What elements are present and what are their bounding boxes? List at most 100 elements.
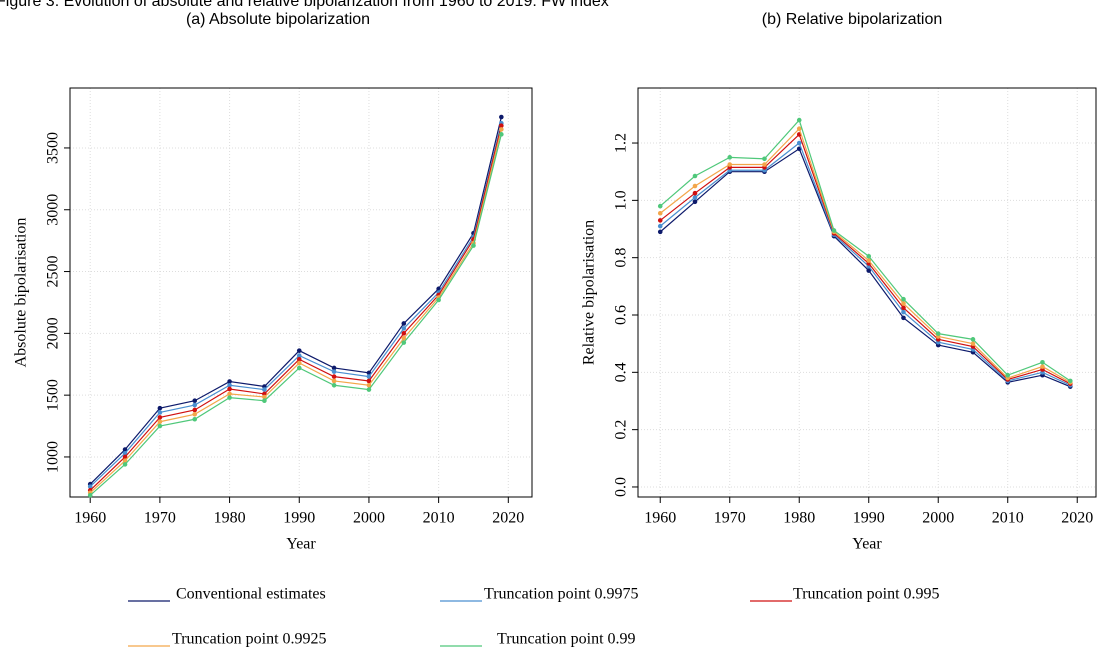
x-tick-label: 2020 bbox=[1061, 510, 1093, 527]
data-point bbox=[499, 132, 504, 137]
data-point bbox=[499, 127, 504, 132]
data-point bbox=[866, 253, 872, 259]
data-point bbox=[901, 309, 906, 315]
data-point bbox=[901, 301, 906, 306]
data-point bbox=[122, 447, 128, 452]
y-tick-label: 0.8 bbox=[613, 248, 630, 268]
data-point bbox=[192, 416, 198, 422]
data-point bbox=[331, 382, 337, 388]
data-point bbox=[657, 223, 663, 229]
data-point bbox=[401, 321, 407, 326]
data-point bbox=[331, 365, 337, 371]
data-point bbox=[366, 387, 372, 392]
data-point bbox=[796, 140, 802, 146]
data-point bbox=[401, 331, 407, 336]
x-tick-label: 2000 bbox=[922, 510, 954, 527]
data-point bbox=[901, 315, 906, 321]
y-tick-label: 0.2 bbox=[613, 420, 630, 440]
data-point bbox=[157, 415, 163, 420]
data-point bbox=[866, 258, 872, 263]
x-tick-label: 1960 bbox=[644, 510, 676, 527]
data-point bbox=[401, 335, 407, 341]
y-tick-label: 1500 bbox=[45, 379, 62, 411]
data-point bbox=[471, 243, 476, 248]
data-point bbox=[122, 454, 128, 460]
data-point bbox=[901, 305, 906, 311]
y-tick-label: 0.0 bbox=[613, 477, 630, 497]
data-point bbox=[262, 394, 267, 400]
y-tick-label: 3000 bbox=[45, 194, 62, 226]
data-point bbox=[296, 365, 302, 371]
data-point bbox=[262, 387, 267, 392]
x-tick-label: 2020 bbox=[492, 510, 524, 527]
data-point bbox=[1067, 378, 1073, 384]
data-point bbox=[692, 199, 698, 205]
data-point bbox=[935, 331, 941, 336]
data-point bbox=[970, 341, 976, 346]
series-line bbox=[659, 118, 1071, 382]
series-line bbox=[659, 133, 1071, 385]
data-point bbox=[122, 450, 128, 456]
data-point bbox=[227, 379, 232, 384]
data-point bbox=[157, 423, 163, 429]
data-point bbox=[401, 340, 407, 345]
data-point bbox=[157, 410, 163, 415]
x-tick-label: 1980 bbox=[214, 510, 246, 527]
x-tick-label: 1970 bbox=[714, 510, 746, 527]
data-point bbox=[296, 357, 302, 362]
data-point bbox=[192, 402, 198, 408]
data-point bbox=[692, 183, 698, 189]
data-point bbox=[727, 162, 733, 167]
x-tick-label: 2010 bbox=[992, 510, 1024, 527]
y-tick-label: 2000 bbox=[45, 317, 62, 349]
data-point bbox=[1005, 372, 1011, 378]
data-point bbox=[366, 378, 372, 384]
legend-label: Conventional estimates bbox=[176, 586, 326, 603]
data-point bbox=[296, 360, 302, 366]
data-point bbox=[796, 126, 802, 131]
x-tick-label: 1990 bbox=[853, 510, 885, 527]
y-tick-label: 0.4 bbox=[613, 362, 630, 382]
series-line bbox=[89, 129, 502, 494]
x-tick-label: 1960 bbox=[74, 510, 106, 527]
data-point bbox=[227, 391, 232, 397]
y-tick-label: 1.0 bbox=[613, 190, 630, 210]
data-point bbox=[331, 374, 337, 379]
data-point bbox=[401, 326, 407, 331]
data-point bbox=[192, 412, 198, 417]
legend-label: Truncation point 0.995 bbox=[793, 586, 940, 603]
data-point bbox=[331, 369, 337, 374]
x-tick-label: 2000 bbox=[353, 510, 385, 527]
x-tick-label: 2010 bbox=[423, 510, 455, 527]
data-point bbox=[499, 123, 504, 128]
data-point bbox=[296, 353, 302, 358]
legend-label: Truncation point 0.9925 bbox=[172, 631, 327, 648]
y-axis-label: Relative bipolarisation bbox=[581, 220, 598, 365]
data-point bbox=[87, 484, 93, 489]
data-point bbox=[227, 386, 232, 392]
y-tick-label: 1.2 bbox=[613, 133, 630, 153]
data-point bbox=[87, 492, 93, 498]
data-point bbox=[296, 348, 302, 353]
series-line bbox=[89, 134, 502, 496]
series-line bbox=[659, 147, 1071, 388]
legend-label: Truncation point 0.9975 bbox=[484, 586, 639, 603]
data-point bbox=[331, 378, 337, 384]
x-axis-label: Year bbox=[852, 536, 882, 553]
data-point bbox=[1040, 359, 1045, 365]
data-point bbox=[657, 229, 663, 235]
data-point bbox=[831, 228, 837, 233]
figure-title: Figure 3: Evolution of absolute and rela… bbox=[0, 0, 609, 10]
data-point bbox=[970, 337, 976, 342]
data-point bbox=[157, 419, 163, 425]
data-point bbox=[227, 395, 232, 400]
data-point bbox=[499, 114, 504, 120]
panel-title: (b) Relative bipolarization bbox=[762, 11, 943, 28]
y-tick-label: 1000 bbox=[45, 441, 62, 473]
y-tick-label: 2500 bbox=[45, 256, 62, 288]
data-point bbox=[122, 458, 128, 463]
panel-title: (a) Absolute bipolarization bbox=[186, 11, 370, 28]
series-line bbox=[89, 123, 502, 488]
data-point bbox=[366, 374, 372, 379]
